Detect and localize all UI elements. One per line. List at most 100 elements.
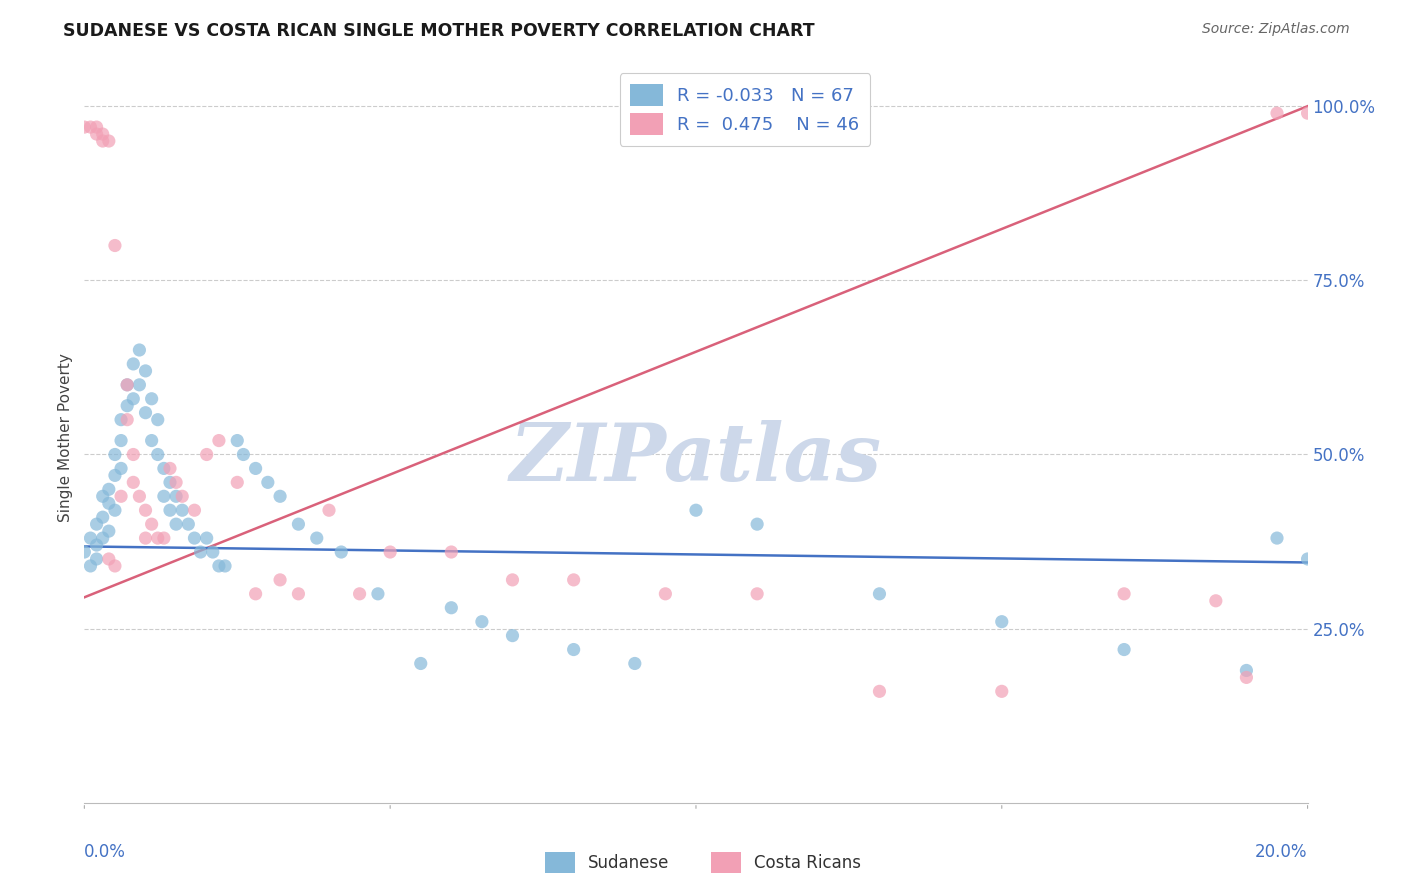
Point bbox=[86, 127, 108, 141]
Point bbox=[245, 461, 267, 475]
Point bbox=[104, 448, 127, 462]
Point bbox=[1236, 670, 1258, 684]
Point bbox=[201, 545, 224, 559]
Text: Source: ZipAtlas.com: Source: ZipAtlas.com bbox=[1202, 22, 1350, 37]
Point bbox=[110, 434, 132, 448]
Point bbox=[104, 503, 127, 517]
Point bbox=[195, 531, 218, 545]
Point bbox=[172, 489, 194, 503]
Point bbox=[159, 503, 181, 517]
Text: SUDANESE VS COSTA RICAN SINGLE MOTHER POVERTY CORRELATION CHART: SUDANESE VS COSTA RICAN SINGLE MOTHER PO… bbox=[63, 22, 815, 40]
Point bbox=[177, 517, 200, 532]
Point bbox=[330, 545, 353, 559]
Point bbox=[226, 434, 249, 448]
Point bbox=[122, 392, 145, 406]
Point bbox=[153, 531, 176, 545]
Point bbox=[287, 587, 309, 601]
Point bbox=[146, 531, 169, 545]
Point bbox=[110, 412, 132, 426]
Point bbox=[190, 545, 212, 559]
Point bbox=[380, 545, 402, 559]
Point bbox=[91, 531, 114, 545]
Point bbox=[232, 448, 254, 462]
Text: ZIPatlas: ZIPatlas bbox=[510, 420, 882, 498]
Point bbox=[122, 448, 145, 462]
Point bbox=[869, 684, 891, 698]
Point bbox=[1296, 552, 1319, 566]
Point bbox=[367, 587, 389, 601]
Point bbox=[183, 503, 205, 517]
Point bbox=[146, 448, 169, 462]
Point bbox=[110, 489, 132, 503]
Point bbox=[195, 448, 218, 462]
Point bbox=[146, 412, 169, 426]
Point bbox=[991, 615, 1014, 629]
Text: 20.0%: 20.0% bbox=[1256, 843, 1308, 861]
Point bbox=[1114, 587, 1136, 601]
Point bbox=[1236, 664, 1258, 678]
Point bbox=[183, 531, 205, 545]
Point bbox=[79, 531, 101, 545]
Point bbox=[685, 503, 707, 517]
Point bbox=[141, 392, 163, 406]
Legend: Sudanese, Costa Ricans: Sudanese, Costa Ricans bbox=[538, 846, 868, 880]
Point bbox=[91, 127, 114, 141]
Point bbox=[115, 399, 138, 413]
Point bbox=[159, 475, 181, 490]
Point bbox=[122, 475, 145, 490]
Point bbox=[91, 134, 114, 148]
Point bbox=[104, 558, 127, 573]
Point bbox=[97, 552, 120, 566]
Point bbox=[409, 657, 432, 671]
Point bbox=[471, 615, 494, 629]
Point bbox=[153, 461, 176, 475]
Point bbox=[349, 587, 371, 601]
Point bbox=[128, 343, 150, 357]
Point bbox=[104, 238, 127, 252]
Y-axis label: Single Mother Poverty: Single Mother Poverty bbox=[58, 352, 73, 522]
Point bbox=[110, 461, 132, 475]
Point bbox=[165, 475, 187, 490]
Point bbox=[141, 434, 163, 448]
Point bbox=[747, 517, 769, 532]
Point bbox=[1265, 531, 1288, 545]
Point bbox=[226, 475, 249, 490]
Point bbox=[79, 120, 101, 134]
Point bbox=[86, 120, 108, 134]
Point bbox=[97, 483, 120, 497]
Point bbox=[135, 503, 157, 517]
Point bbox=[562, 642, 585, 657]
Point bbox=[115, 377, 138, 392]
Point bbox=[165, 489, 187, 503]
Point bbox=[97, 524, 120, 538]
Point bbox=[153, 489, 176, 503]
Point bbox=[172, 503, 194, 517]
Point bbox=[165, 517, 187, 532]
Point bbox=[440, 545, 463, 559]
Point bbox=[135, 406, 157, 420]
Point bbox=[747, 587, 769, 601]
Point bbox=[318, 503, 340, 517]
Point bbox=[305, 531, 328, 545]
Point bbox=[1205, 594, 1227, 608]
Point bbox=[654, 587, 676, 601]
Point bbox=[73, 545, 96, 559]
Point bbox=[159, 461, 181, 475]
Point bbox=[502, 629, 524, 643]
Point bbox=[502, 573, 524, 587]
Point bbox=[1296, 106, 1319, 120]
Point bbox=[214, 558, 236, 573]
Point bbox=[115, 412, 138, 426]
Point bbox=[104, 468, 127, 483]
Point bbox=[440, 600, 463, 615]
Point bbox=[135, 531, 157, 545]
Point bbox=[141, 517, 163, 532]
Point bbox=[257, 475, 280, 490]
Point bbox=[86, 552, 108, 566]
Point bbox=[562, 573, 585, 587]
Point bbox=[1114, 642, 1136, 657]
Point bbox=[115, 377, 138, 392]
Point bbox=[208, 558, 231, 573]
Point bbox=[79, 558, 101, 573]
Point bbox=[269, 489, 291, 503]
